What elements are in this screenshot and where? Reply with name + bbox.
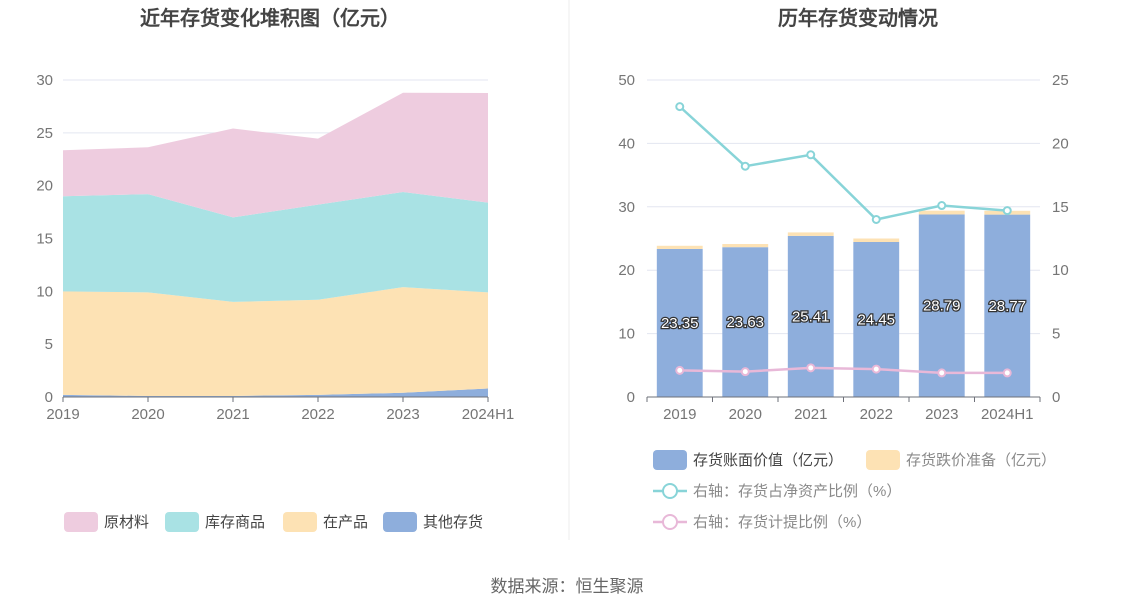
right-chart-title: 历年存货变动情况	[778, 6, 938, 30]
right-y-tick-label: 50	[618, 72, 635, 89]
line-point	[871, 364, 881, 374]
legend-swatch	[283, 512, 317, 532]
left-y-tick-label: 0	[45, 389, 53, 406]
right-x-tick-label: 2023	[925, 406, 958, 423]
left-chart-title: 近年存货变化堆积图（亿元）	[140, 6, 400, 30]
area-series-原材料	[63, 92, 488, 218]
line-point	[871, 214, 881, 224]
right-x-tick-label: 2021	[794, 406, 827, 423]
left-y-tick-label: 15	[36, 231, 53, 248]
line-point	[675, 102, 685, 112]
legend-line-marker	[662, 483, 678, 499]
bar-data-label: 24.45	[857, 311, 895, 328]
legend-swatch	[64, 512, 98, 532]
bar-data-label: 28.77	[988, 298, 1026, 315]
right-y-tick-label: 0	[627, 389, 635, 406]
right-y2-tick-label: 25	[1052, 72, 1069, 89]
line-右轴：存货计提比例（%）	[679, 366, 1008, 375]
right-grid	[647, 79, 1040, 398]
left-y-tick-label: 30	[36, 72, 53, 89]
right-x-tick-label: 2020	[729, 406, 762, 423]
left-y-tick-label: 5	[45, 336, 53, 353]
bar-data-label: 23.63	[726, 314, 764, 331]
line-point	[740, 367, 750, 377]
left-x-tick-label: 2020	[131, 406, 164, 423]
legend-swatch	[653, 450, 687, 470]
left-x-tick-label: 2023	[386, 406, 419, 423]
stacked-area-chart: 近年存货变化堆积图（亿元） 0 5 10 15 20 25 30 2019 2020 2021 20…	[36, 6, 514, 532]
right-y2-tick-label: 15	[1052, 199, 1069, 216]
bar-存货跌价准备（亿元）	[918, 210, 965, 215]
legend-label: 在产品	[323, 514, 368, 531]
legend-swatch	[866, 450, 900, 470]
right-y-tick-label: 40	[618, 135, 635, 152]
bar-存货账面价值（亿元）	[918, 214, 965, 397]
line-point	[806, 150, 816, 160]
left-y-tick-label: 25	[36, 125, 53, 142]
right-axis: 0 10 20 30 40 50 0 5 10 15 20 25 2019 2020 2021 2022 202…	[618, 72, 1068, 423]
legend-label: 存货账面价值（亿元）	[693, 452, 843, 469]
right-y2-tick-label: 20	[1052, 135, 1069, 152]
legend-line-marker	[662, 514, 678, 530]
left-x-tick-label: 2022	[301, 406, 334, 423]
right-y-tick-label: 30	[618, 199, 635, 216]
left-axis: 0 5 10 15 20 25 30 2019 2020 2021 2022 2023 2024H1	[36, 72, 514, 423]
right-y2-tick-label: 5	[1052, 326, 1060, 343]
area-series-在产品	[63, 287, 488, 396]
left-x-tick-label: 2024H1	[462, 406, 515, 423]
bar-data-label: 28.79	[923, 298, 961, 315]
bar-存货账面价值（亿元）	[984, 214, 1031, 397]
legend-label: 右轴：存货占净资产比例（%）	[693, 483, 901, 500]
line-point	[806, 363, 816, 373]
bar-存货跌价准备（亿元）	[722, 244, 769, 248]
left-legend: 原材料 库存商品 在产品 其他存货	[64, 512, 483, 532]
left-y-tick-label: 20	[36, 178, 53, 195]
bar-存货跌价准备（亿元）	[787, 232, 834, 236]
line-point	[740, 161, 750, 171]
line-point	[675, 365, 685, 375]
right-x-tick-label: 2024H1	[981, 406, 1034, 423]
right-legend: 存货账面价值（亿元） 存货跌价准备（亿元） 右轴：存货占净资产比例（%） 右轴：存货计…	[653, 450, 1056, 531]
right-y2-tick-label: 10	[1052, 262, 1069, 279]
bar-data-label: 23.35	[661, 315, 699, 332]
bar-存货跌价准备（亿元）	[656, 245, 703, 249]
line-point	[937, 368, 947, 378]
legend-label: 原材料	[104, 514, 149, 531]
left-areas	[63, 92, 488, 397]
right-x-tick-label: 2019	[663, 406, 696, 423]
area-series-库存商品	[63, 192, 488, 302]
left-x-tick-label: 2021	[216, 406, 249, 423]
line-point	[1002, 206, 1012, 216]
legend-label: 右轴：存货计提比例（%）	[693, 514, 871, 531]
legend-label: 存货跌价准备（亿元）	[906, 452, 1056, 469]
left-x-tick-label: 2019	[46, 406, 79, 423]
right-x-tick-label: 2022	[860, 406, 893, 423]
left-y-tick-label: 10	[36, 283, 53, 300]
line-point	[937, 201, 947, 211]
area-series-其他存货	[63, 388, 488, 397]
line-point	[1002, 368, 1012, 378]
bar-data-label: 25.41	[792, 308, 830, 325]
legend-swatch	[383, 512, 417, 532]
bar-存货跌价准备（亿元）	[853, 238, 900, 242]
legend-swatch	[165, 512, 199, 532]
legend-label: 库存商品	[205, 514, 265, 531]
right-y-tick-label: 10	[618, 326, 635, 343]
right-lines	[675, 102, 1012, 378]
line-右轴：存货占净资产比例（%）	[678, 105, 1008, 221]
legend-label: 其他存货	[423, 514, 483, 531]
right-y-tick-label: 20	[618, 262, 635, 279]
data-source-footer: 数据来源：恒生聚源	[491, 577, 644, 596]
right-y2-tick-label: 0	[1052, 389, 1060, 406]
